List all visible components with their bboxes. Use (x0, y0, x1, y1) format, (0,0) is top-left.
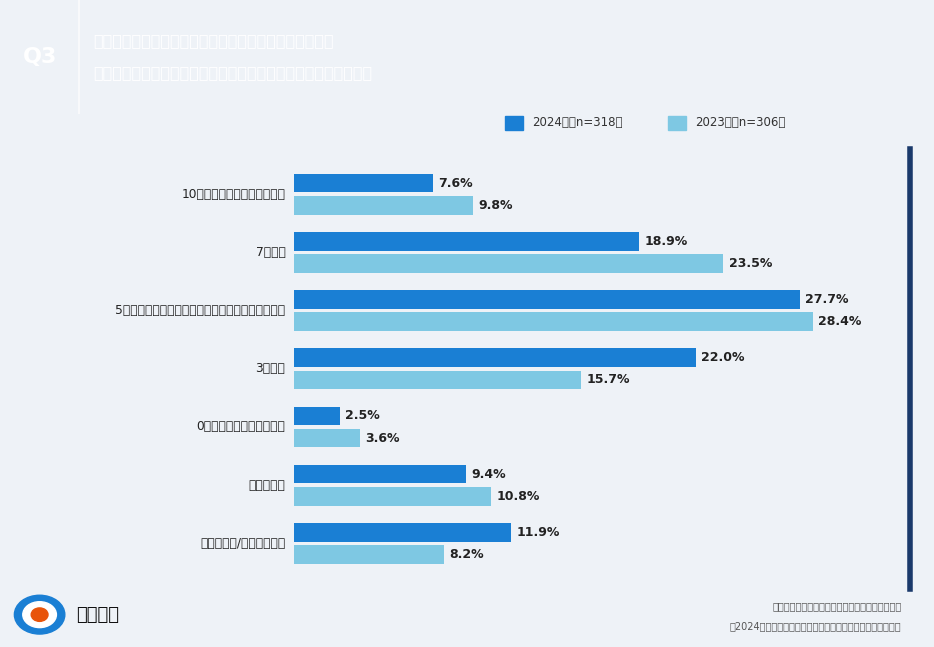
Bar (294, 232, 639, 250)
Text: Q3: Q3 (22, 47, 57, 67)
Text: リサピー: リサピー (77, 606, 120, 624)
Ellipse shape (22, 602, 56, 628)
Bar (294, 349, 696, 367)
Text: 15.7%: 15.7% (587, 373, 630, 386)
Text: 【2024年版】大企業のオンライン会議活用に関する定点調査: 【2024年版】大企業のオンライン会議活用に関する定点調査 (729, 621, 901, 631)
Text: 2.5%: 2.5% (346, 410, 380, 422)
Bar (505, 116, 523, 130)
Text: 一般社団法人オンラインコミュニケーション協会: 一般社団法人オンラインコミュニケーション協会 (772, 602, 901, 611)
Text: 9.8%: 9.8% (478, 199, 513, 212)
Text: 18.9%: 18.9% (644, 235, 688, 248)
Text: 7.6%: 7.6% (438, 177, 473, 190)
Text: 22.0%: 22.0% (701, 351, 744, 364)
Text: 7割程度: 7割程度 (256, 246, 286, 259)
Text: 10割（全てオンライン会議）: 10割（全てオンライン会議） (181, 188, 286, 201)
Bar (294, 406, 340, 425)
Bar (294, 487, 491, 505)
Text: 3割程度: 3割程度 (256, 362, 286, 375)
Text: 23.5%: 23.5% (729, 257, 772, 270)
Text: 会議がない: 会議がない (248, 479, 286, 492)
Bar (294, 196, 474, 215)
Text: 3.6%: 3.6% (365, 432, 400, 444)
Text: わからない/答えられない: わからない/答えられない (200, 537, 286, 550)
Bar (294, 254, 723, 273)
Text: 2023年（n=306）: 2023年（n=306） (695, 116, 785, 129)
Bar (294, 429, 360, 447)
Bar (294, 465, 466, 483)
Bar (294, 545, 444, 564)
Text: 9.4%: 9.4% (472, 468, 506, 481)
Text: 5割程度（オンライン会議と対面会議が半分ずつ）: 5割程度（オンライン会議と対面会議が半分ずつ） (115, 304, 286, 317)
Text: 10.8%: 10.8% (497, 490, 540, 503)
Text: お勤め先企業の社外会議（顧客、取引先、協力会社等を: お勤め先企業の社外会議（顧客、取引先、協力会社等を (93, 33, 334, 48)
Ellipse shape (14, 595, 64, 634)
Bar (294, 523, 512, 542)
Bar (294, 174, 433, 192)
Text: 8.2%: 8.2% (449, 548, 484, 561)
Text: 27.7%: 27.7% (805, 293, 849, 306)
Bar (294, 371, 581, 389)
Text: 11.9%: 11.9% (517, 526, 560, 539)
Bar (294, 291, 800, 309)
Text: 28.4%: 28.4% (818, 315, 861, 328)
Bar (668, 116, 686, 130)
Text: 相手とした会議）でのオンライン会議の比率を教えてください。: 相手とした会議）でのオンライン会議の比率を教えてください。 (93, 65, 373, 80)
Bar (294, 313, 813, 331)
Text: 0割（全て対面での会議）: 0割（全て対面での会議） (196, 421, 286, 433)
Ellipse shape (31, 608, 48, 621)
Text: 2024年（n=318）: 2024年（n=318） (532, 116, 623, 129)
